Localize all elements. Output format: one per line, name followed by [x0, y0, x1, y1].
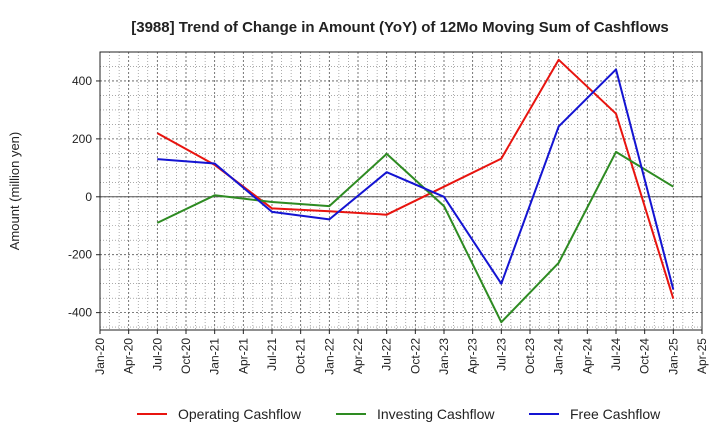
x-tick-label: Jul-24 — [609, 338, 623, 371]
plot-frame — [99, 51, 703, 331]
free-cashflow-line — [157, 68, 675, 290]
y-tick-label: 200 — [72, 132, 92, 146]
x-tick-label: Apr-24 — [580, 338, 594, 374]
legend-label-investing-cashflow: Investing Cashflow — [377, 406, 495, 422]
x-tick-label: Jan-23 — [437, 338, 451, 375]
x-tick-label: Jul-23 — [494, 338, 508, 371]
x-tick-label: Jan-21 — [208, 338, 222, 375]
chart-title: [3988] Trend of Change in Amount (YoY) o… — [131, 19, 669, 36]
x-tick-label: Oct-21 — [294, 338, 308, 374]
x-tick-label: Apr-21 — [236, 338, 250, 374]
x-tick-label: Oct-24 — [638, 338, 652, 374]
y-tick-label: -400 — [68, 306, 92, 320]
y-tick-label: 0 — [85, 190, 92, 204]
legend-label-free-cashflow: Free Cashflow — [570, 406, 661, 422]
x-tick-label: Oct-20 — [179, 338, 193, 374]
x-tick-label: Jan-20 — [93, 338, 107, 375]
x-tick-label: Apr-22 — [351, 338, 365, 374]
x-tick-label: Oct-22 — [408, 338, 422, 374]
legend-label-operating-cashflow: Operating Cashflow — [178, 406, 302, 422]
grid-layer — [99, 51, 703, 330]
investing-cashflow-line — [156, 150, 674, 324]
ticks-layer: -400 -200 0 200 400 Jan-20 Apr-20 Jul-20 Oct-20 J… — [68, 74, 709, 375]
y-tick-label: -200 — [68, 248, 92, 262]
x-tick-label: Apr-23 — [466, 338, 480, 374]
x-tick-label: Jan-24 — [552, 338, 566, 375]
x-tick-label: Jan-22 — [322, 338, 336, 375]
series-layer — [156, 58, 675, 324]
x-tick-label: Jul-20 — [150, 338, 164, 371]
x-tick-label: Jul-21 — [265, 338, 279, 371]
x-tick-label: Jul-22 — [380, 338, 394, 371]
legend: Operating Cashflow Investing Cashflow Free… — [137, 406, 661, 422]
x-tick-label: Apr-25 — [695, 338, 709, 374]
x-tick-label: Apr-20 — [122, 338, 136, 374]
y-axis-label: Amount (million yen) — [7, 132, 22, 251]
x-tick-label: Oct-23 — [523, 338, 537, 374]
x-tick-label: Jan-25 — [666, 338, 680, 375]
y-tick-label: 400 — [72, 74, 92, 88]
